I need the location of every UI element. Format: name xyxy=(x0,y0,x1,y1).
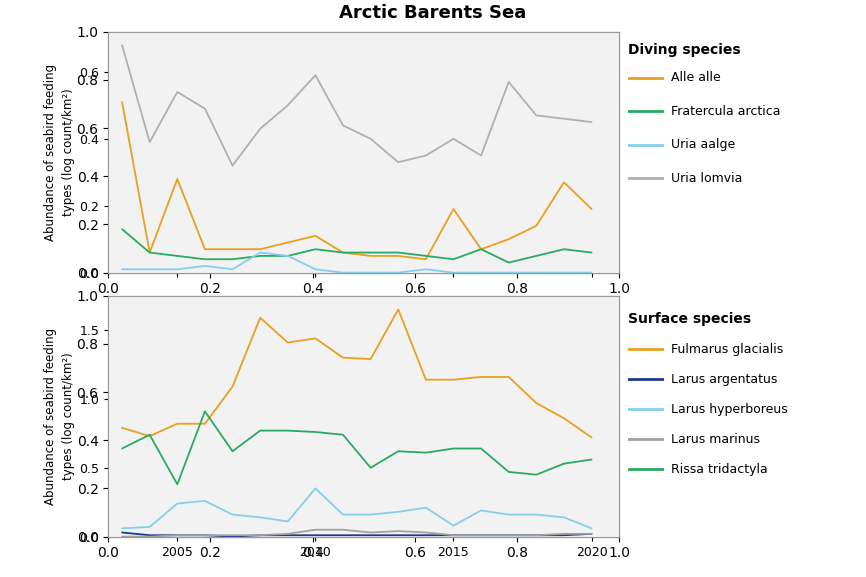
Text: Larus marinus: Larus marinus xyxy=(671,433,760,445)
Text: Surface species: Surface species xyxy=(628,312,751,325)
Text: Fulmarus glacialis: Fulmarus glacialis xyxy=(671,343,784,355)
Text: Larus argentatus: Larus argentatus xyxy=(671,373,778,385)
Text: Fratercula arctica: Fratercula arctica xyxy=(671,105,780,118)
Text: Arctic Barents Sea: Arctic Barents Sea xyxy=(339,4,527,22)
Text: Uria lomvia: Uria lomvia xyxy=(671,172,742,185)
Y-axis label: Abundance of seabird feeding
types (log count/km²): Abundance of seabird feeding types (log … xyxy=(44,328,75,505)
Text: Larus hyperboreus: Larus hyperboreus xyxy=(671,403,788,415)
Text: Rissa tridactyla: Rissa tridactyla xyxy=(671,463,768,475)
Text: Uria aalge: Uria aalge xyxy=(671,138,735,151)
Text: Alle alle: Alle alle xyxy=(671,72,721,84)
Text: Diving species: Diving species xyxy=(628,43,740,57)
Y-axis label: Abundance of seabird feeding
types (log count/km²): Abundance of seabird feeding types (log … xyxy=(44,63,75,241)
